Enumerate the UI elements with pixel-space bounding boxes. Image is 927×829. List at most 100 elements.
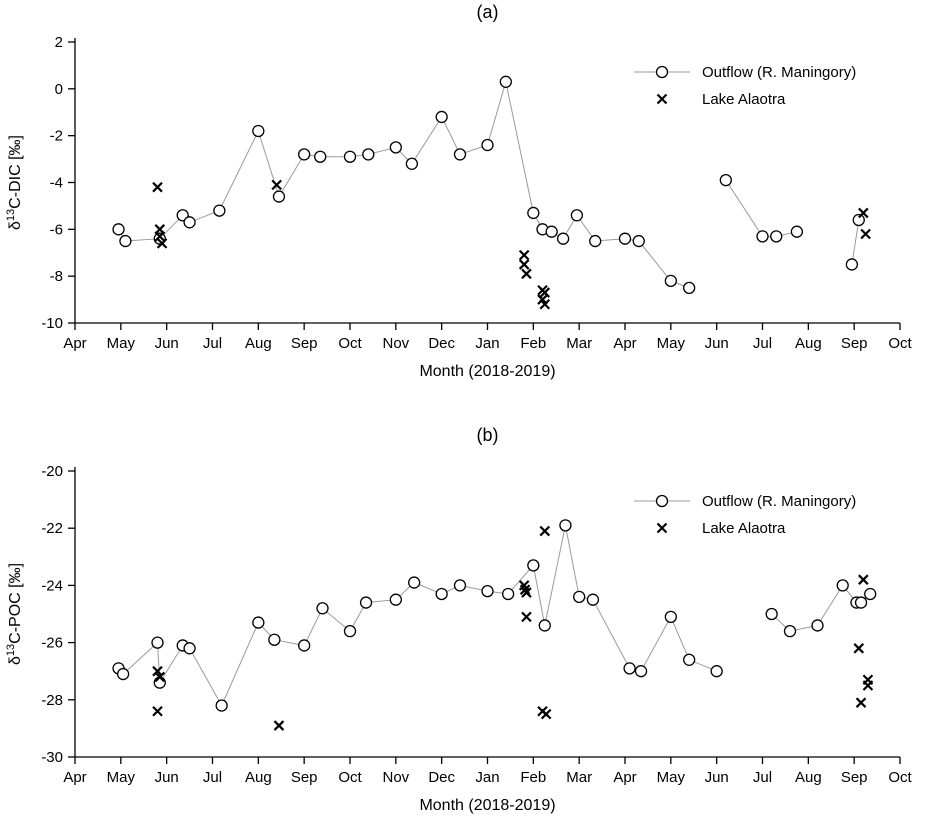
series-line — [118, 525, 717, 707]
data-point-x — [152, 665, 163, 677]
series-line — [118, 81, 690, 289]
data-point-circle — [770, 230, 783, 243]
x-axis-title: Month (2018-2019) — [419, 797, 555, 814]
chart-panel-a-container: (a) 2 0 -2 -4 -6 -8 -10 Apr May Jun Jul Aug Sep Oct Nov… — [0, 0, 927, 405]
x-tick-label: Feb — [520, 769, 546, 786]
data-point-x — [154, 671, 166, 683]
x-tick-label: Mar — [566, 335, 592, 352]
x-tick-label: Jul — [753, 335, 772, 352]
data-point-circle — [481, 584, 494, 598]
x-tick-label: Aug — [795, 769, 822, 786]
series-line — [725, 179, 798, 237]
data-point-x — [860, 228, 871, 240]
data-point-circle — [183, 642, 196, 655]
x-tick-label: Jan — [475, 769, 499, 786]
data-point-circle — [252, 616, 265, 629]
data-point-circle — [836, 579, 849, 592]
x-tick-label: Aug — [245, 335, 272, 352]
x-tick-label: Jan — [475, 335, 499, 352]
data-point-x — [273, 720, 285, 731]
x-tick-label: May — [657, 335, 686, 352]
x-tick-label: Aug — [245, 769, 272, 786]
data-point-x — [518, 259, 530, 270]
data-point-x — [156, 238, 168, 249]
data-point-circle — [556, 232, 570, 245]
data-point-circle — [389, 141, 402, 154]
data-point-circle — [710, 665, 723, 678]
data-point-x — [858, 574, 869, 585]
data-point-circle — [153, 676, 166, 689]
panel-label: (b) — [477, 425, 499, 445]
data-point-circle — [298, 148, 311, 161]
data-point-x — [539, 287, 551, 298]
data-point-circle — [213, 204, 226, 217]
y-tick-label: 0 — [55, 81, 63, 98]
data-point-x — [271, 179, 282, 191]
data-point-circle — [499, 75, 512, 88]
data-point-circle — [501, 587, 515, 601]
data-point-circle — [811, 619, 824, 632]
legend-circle-symbol — [655, 494, 669, 508]
series-line — [851, 219, 860, 265]
data-point-circle — [623, 662, 636, 675]
x-tick-label: Dec — [428, 769, 455, 786]
data-point-circle — [408, 576, 421, 589]
data-point-circle — [343, 150, 357, 163]
data-point-circle — [589, 234, 602, 248]
data-point-x — [154, 231, 166, 242]
chart-panel-b-container: (b) -20 -22 -24 -26 -28 -30 Apr May Jun Jul Aug Sep O… — [0, 405, 927, 829]
y-axis-title: δ13C-DIC [‰] — [5, 135, 24, 230]
y-tick-label: -10 — [41, 315, 63, 332]
x-tick-label: Apr — [613, 335, 636, 352]
data-point-circle — [183, 216, 196, 229]
data-point-circle — [116, 667, 130, 681]
data-point-circle — [314, 150, 327, 163]
legend: Outflow (R. Maningory) Lake Alaotra — [634, 64, 856, 108]
y-tick-label: 2 — [55, 34, 63, 51]
x-tick-label: Nov — [382, 335, 409, 352]
data-point-circle — [112, 223, 125, 236]
legend-x-symbol — [656, 522, 668, 534]
x-tick-label: Jun — [705, 769, 729, 786]
y-tick-label: -8 — [50, 268, 63, 285]
series-lake-alaotra — [152, 525, 874, 731]
x-tick-label: Apr — [613, 769, 636, 786]
data-point-circle — [790, 225, 804, 238]
x-tick-label: Jul — [203, 335, 222, 352]
data-point-circle — [854, 596, 868, 609]
data-point-circle — [316, 602, 329, 615]
x-tick-label: Sep — [291, 335, 318, 352]
series-lake-alaotra — [152, 179, 871, 310]
data-point-circle — [453, 148, 467, 161]
data-point-circle — [845, 258, 859, 271]
x-tick-label: Oct — [338, 769, 362, 786]
data-point-x — [521, 611, 532, 623]
data-point-circle — [298, 639, 311, 652]
data-point-x — [539, 298, 551, 310]
x-tick-label: Nov — [382, 769, 409, 786]
x-tick-label: May — [657, 769, 686, 786]
data-point-x — [152, 181, 163, 193]
y-tick-label: -6 — [50, 221, 63, 238]
data-point-circle — [756, 230, 769, 243]
data-point-circle — [538, 619, 551, 632]
x-tick-label: Apr — [63, 769, 86, 786]
x-tick-label: Jul — [753, 769, 772, 786]
y-tick-label: -30 — [41, 749, 63, 766]
data-point-x — [540, 708, 552, 720]
x-axis-title: Month (2018-2019) — [419, 363, 555, 380]
series-outflow — [112, 519, 877, 712]
data-point-circle — [664, 610, 677, 624]
x-tick-label: Feb — [520, 335, 546, 352]
data-point-circle — [852, 213, 865, 227]
y-tick-label: -24 — [41, 577, 63, 594]
data-point-circle — [618, 232, 632, 245]
data-point-x — [855, 697, 867, 708]
data-point-circle — [343, 625, 357, 638]
data-point-circle — [664, 274, 677, 288]
x-tick-label: May — [107, 769, 136, 786]
series-outflow — [112, 75, 865, 295]
data-point-circle — [435, 587, 448, 601]
legend-label: Lake Alaotra — [702, 91, 786, 108]
